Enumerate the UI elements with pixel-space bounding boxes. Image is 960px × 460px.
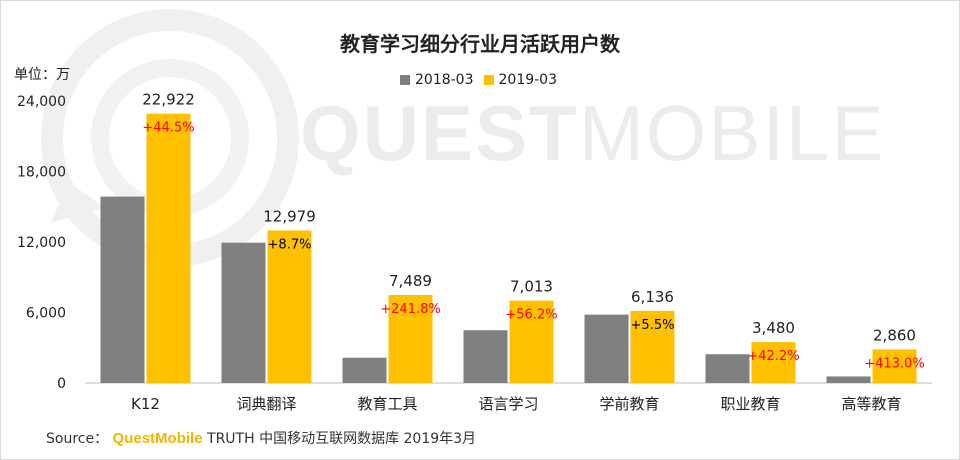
- growth-label-3: +56.2%: [505, 308, 557, 323]
- bar-2018-1: [221, 242, 266, 383]
- legend-item-2019: 2019-03: [483, 72, 558, 88]
- x-tick-label-0: K12: [131, 395, 160, 413]
- bar-2019-3: [509, 300, 554, 383]
- value-label-2019-3: 7,013: [510, 278, 553, 296]
- source-prefix: Source：: [46, 431, 109, 447]
- x-tick-label-5: 职业教育: [720, 395, 780, 413]
- bar-2018-3: [463, 330, 508, 383]
- watermark-text: QUESTMOBILE: [300, 89, 886, 177]
- growth-label-1: +8.7%: [268, 237, 312, 252]
- bar-2019-2: [388, 295, 433, 383]
- x-tick-label-1: 词典翻译: [236, 395, 296, 413]
- source-line: Source： QuestMobile TRUTH 中国移动互联网数据库 201…: [46, 428, 476, 448]
- source-rest: TRUTH 中国移动互联网数据库 2019年3月: [207, 431, 477, 447]
- value-label-2019-4: 6,136: [631, 288, 674, 306]
- x-tick-label-6: 高等教育: [841, 395, 901, 413]
- legend-label-2019: 2019-03: [498, 72, 558, 88]
- value-label-2019-2: 7,489: [389, 272, 432, 290]
- legend-swatch-2018: [400, 75, 410, 85]
- bar-2018-0: [100, 196, 145, 383]
- unit-label: 单位：万: [14, 67, 70, 83]
- x-tick-label-3: 语言学习: [478, 395, 538, 413]
- bar-2018-6: [826, 376, 871, 383]
- x-tick-label-2: 教育工具: [357, 395, 417, 413]
- chart-title: 教育学习细分行业月活跃用户数: [340, 32, 620, 56]
- y-tick-label: 24,000: [17, 94, 66, 110]
- value-label-2019-5: 3,480: [752, 319, 795, 337]
- growth-label-4: +5.5%: [631, 318, 675, 333]
- growth-label-2: +241.8%: [380, 302, 440, 317]
- legend: 2018-03 2019-03: [400, 72, 567, 88]
- bar-2018-2: [342, 357, 387, 383]
- value-label-2019-0: 22,922: [142, 91, 195, 109]
- x-tick-label-4: 学前教育: [599, 395, 659, 413]
- bar-2018-4: [584, 314, 629, 383]
- bar-2019-0: [146, 113, 191, 383]
- y-tick-label: 18,000: [17, 165, 66, 181]
- legend-swatch-2019: [483, 75, 494, 85]
- value-label-2019-1: 12,979: [263, 207, 316, 225]
- growth-label-5: +42.2%: [747, 349, 799, 364]
- growth-label-6: +413.0%: [864, 356, 924, 371]
- y-tick-label: 12,000: [17, 235, 66, 251]
- bar-2018-5: [705, 354, 750, 383]
- source-brand: QuestMobile: [112, 430, 203, 447]
- bar-2019-5: [751, 342, 796, 383]
- bar-2019-4: [630, 310, 675, 383]
- growth-label-0: +44.5%: [142, 121, 194, 136]
- legend-label-2018: 2018-03: [415, 72, 474, 88]
- y-tick-label: 0: [57, 376, 66, 392]
- value-label-2019-6: 2,860: [873, 326, 916, 344]
- y-tick-label: 6,000: [26, 306, 66, 322]
- legend-item-2018: 2018-03: [400, 72, 474, 88]
- bar-2019-1: [267, 230, 312, 383]
- bar-2019-6: [872, 349, 917, 383]
